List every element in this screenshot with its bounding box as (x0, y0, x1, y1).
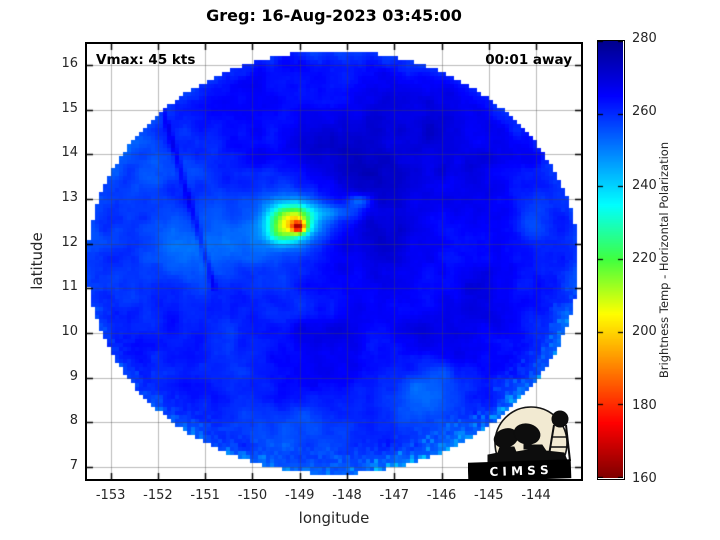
colorbar-tick-label: 220 (632, 251, 657, 266)
x-tick-label: -144 (521, 488, 551, 503)
x-tick-label: -146 (426, 488, 457, 503)
time-away-annotation: 00:01 away (485, 52, 572, 68)
y-tick-label: 16 (61, 55, 78, 71)
colorbar (597, 40, 625, 480)
colorbar-tick-label: 180 (632, 397, 657, 413)
y-tick-label: 11 (61, 279, 78, 295)
water-tower-icon (551, 410, 569, 428)
colorbar-tick-label: 160 (632, 471, 657, 486)
x-tick-label: -150 (237, 488, 268, 503)
y-tick-label: 14 (61, 145, 78, 161)
colorbar-gradient-canvas (598, 41, 623, 478)
colorbar-tick-label: 200 (632, 324, 657, 340)
y-tick-label: 9 (69, 368, 78, 384)
x-axis-label: longitude (298, 509, 370, 527)
y-axis-label: latitude (28, 232, 46, 290)
x-tick-label: -151 (190, 488, 220, 503)
plot-area: Vmax: 45 kts 00:01 away (85, 42, 583, 481)
cimss-logo: C I M S S (468, 406, 572, 480)
vmax-annotation: Vmax: 45 kts (96, 52, 196, 68)
x-tick-label: -147 (379, 488, 410, 503)
colorbar-label: Brightness Temp - Horizontal Polarizatio… (657, 141, 671, 379)
y-tick-label: 12 (61, 234, 78, 250)
x-tick-label: -145 (474, 488, 504, 503)
colorbar-tick-label: 260 (632, 104, 657, 120)
x-tick-label: -152 (143, 488, 173, 503)
storm-heatmap-canvas (87, 44, 581, 479)
x-tick-label: -148 (332, 488, 362, 503)
x-tick-label: -153 (95, 488, 126, 503)
plot-title: Greg: 16-Aug-2023 03:45:00 (206, 6, 462, 25)
y-tick-label: 13 (61, 189, 78, 205)
y-tick-label: 8 (69, 413, 78, 429)
cimss-logo-text: C I M S S (489, 463, 549, 479)
y-tick-label: 7 (69, 457, 78, 473)
y-tick-label: 15 (61, 100, 78, 116)
colorbar-tick-label: 280 (632, 31, 657, 46)
colorbar-tick-label: 240 (632, 177, 657, 193)
x-tick-label: -149 (284, 488, 315, 503)
cimss-logo-silhouette (487, 410, 571, 464)
cimss-logo-banner: C I M S S (468, 459, 572, 480)
y-tick-label: 10 (61, 323, 78, 339)
